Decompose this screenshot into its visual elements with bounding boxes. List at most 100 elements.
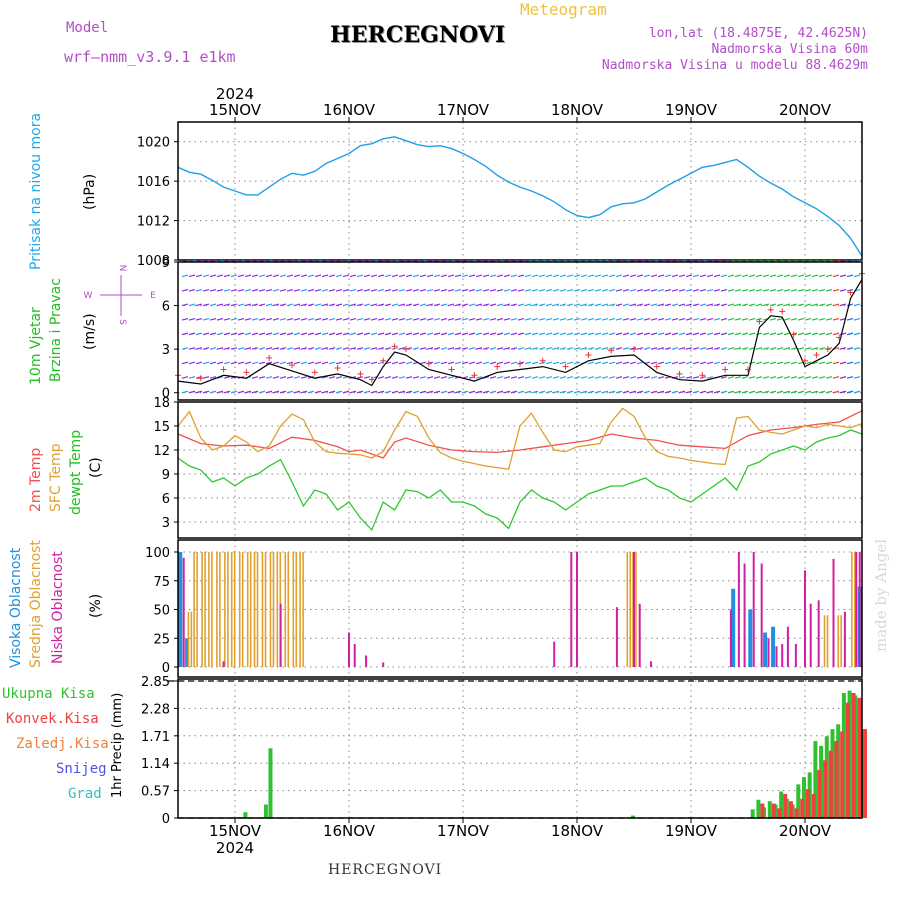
ytick-label-2-1: 15 (153, 420, 170, 435)
wind-arrow (755, 347, 763, 350)
wind-arrow (237, 318, 245, 321)
precip-bar-1 (788, 801, 793, 818)
wind-arrow (664, 390, 672, 394)
wind-arrow (573, 303, 581, 307)
wind-arrow (832, 288, 840, 292)
wind-arrow (293, 274, 301, 278)
wind-arrow (454, 361, 462, 365)
wind-arrow (769, 332, 777, 336)
precip-bar-0 (813, 741, 818, 818)
wind-arrow (517, 390, 525, 394)
wind-arrow (328, 376, 336, 379)
wind-arrow (804, 361, 812, 365)
wind-arrow (412, 332, 420, 336)
wind-arrow (608, 361, 616, 365)
wind-arrow (545, 332, 553, 336)
wind-arrow (356, 347, 364, 350)
wind-gust-marker (722, 366, 729, 373)
wind-arrow (818, 361, 826, 365)
cloud-bar-0 (763, 632, 768, 667)
wind-arrow (328, 318, 336, 321)
precip-bar-0 (631, 815, 635, 818)
wind-arrow (832, 274, 840, 278)
wind-arrow (482, 332, 490, 336)
wind-arrow (846, 361, 854, 365)
wind-arrow (797, 274, 805, 278)
wind-arrow (664, 274, 672, 278)
wind-arrow (517, 288, 525, 292)
wind-arrow (412, 347, 420, 350)
bottom-xtick-label-5: 20NOV (779, 822, 832, 840)
wind-arrow (237, 303, 245, 307)
wind-arrow (538, 318, 546, 321)
wind-arrow (454, 332, 462, 336)
precip-bar-0 (802, 777, 806, 818)
legend-total-rain: Ukupna Kisa (2, 686, 95, 702)
wind-arrow (720, 303, 728, 307)
wind-arrow (531, 318, 539, 321)
wind-arrow (384, 376, 392, 379)
precip-bar-0 (263, 804, 268, 818)
wind-arrow (783, 303, 791, 307)
wind-arrow (524, 318, 532, 321)
wind-arrow (447, 303, 455, 307)
wind-arrow (545, 376, 553, 379)
wind-arrow (734, 288, 742, 292)
wind-arrow (832, 303, 840, 307)
wind-arrow (181, 274, 189, 278)
wind-arrow (482, 303, 490, 307)
wind-gust-marker (813, 351, 820, 358)
wind-arrow (825, 288, 833, 292)
wind-arrow (650, 390, 658, 394)
wind-arrow (258, 390, 266, 394)
precip-bar-1 (800, 798, 805, 818)
precip-bar-1 (817, 769, 822, 818)
precip-bar-0 (796, 784, 801, 818)
ytick-label-1-3: 0 (162, 387, 170, 402)
wind-arrow (216, 390, 224, 394)
wind-arrow (615, 303, 623, 307)
model-altitude-label: Nadmorska Visina u modelu 88.4629m (601, 58, 868, 73)
wind-arrow (636, 303, 644, 307)
wind-arrow (706, 390, 714, 394)
wind-arrow (524, 303, 532, 307)
wind-arrow (629, 332, 637, 336)
wind-arrow (783, 332, 791, 336)
wind-arrow (482, 361, 490, 365)
wind-arrow (454, 303, 462, 307)
wind-arrow (727, 390, 735, 394)
wind-arrow (706, 288, 714, 292)
wind-arrow (384, 332, 392, 336)
wind-arrow (594, 332, 602, 336)
wind-arrow (566, 288, 574, 292)
wind-arrow (209, 361, 217, 365)
wind-arrow (489, 390, 497, 394)
wind-arrow (804, 274, 812, 278)
ytick-label-2-5: 3 (162, 516, 170, 531)
wind-arrow (692, 332, 700, 336)
wind-arrow (629, 274, 637, 278)
cloud-bar-2 (843, 611, 846, 667)
wind-arrow (825, 376, 833, 379)
wind-arrow (706, 303, 714, 307)
wind-arrow (286, 303, 294, 307)
wind-arrow (552, 390, 560, 394)
wind-arrow (517, 303, 525, 307)
wind-arrow (713, 318, 721, 321)
wind-arrow (839, 288, 847, 292)
wind-arrow (188, 361, 196, 365)
bottom-xtick-label-1: 16NOV (323, 822, 376, 840)
wind-arrow (671, 390, 679, 394)
wind-arrow (181, 390, 189, 394)
wind-arrow (433, 318, 441, 321)
wind-arrow (377, 274, 385, 278)
wind-arrow (671, 303, 679, 307)
wind-arrow (615, 318, 623, 321)
wind-arrow (307, 288, 315, 292)
wind-arrow (188, 390, 196, 394)
wind-arrow (531, 332, 539, 336)
wind-arrow (699, 303, 707, 307)
wind-arrow (335, 274, 343, 278)
wind-arrow (762, 303, 770, 307)
wind-arrow (734, 361, 742, 365)
